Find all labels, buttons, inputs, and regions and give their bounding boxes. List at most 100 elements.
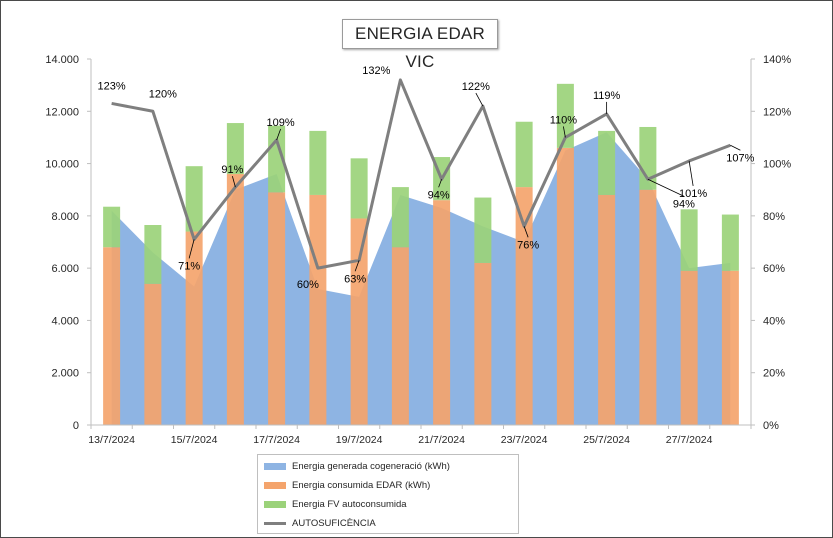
bar-pv (515, 121, 533, 188)
bar-consumed (721, 270, 739, 425)
y-right-tick-label: 40% (763, 315, 785, 327)
bar-consumed (103, 247, 121, 425)
legend-swatch-cogeneration (264, 462, 286, 470)
bar-consumed (515, 187, 533, 425)
bar-consumed (226, 174, 244, 425)
data-label: 110% (550, 114, 578, 126)
chart-title: ENERGIA EDAR VIC (342, 19, 498, 71)
bar-pv (474, 197, 492, 263)
legend-item-autosufficiency: AUTOSUFICÈNCIA (264, 515, 376, 531)
bar-consumed (680, 270, 698, 425)
bar-consumed (474, 262, 492, 425)
y-left-tick-label: 8.000 (51, 211, 79, 223)
y-right-tick-label: 20% (763, 368, 785, 380)
cogeneration-area-layer (111, 132, 731, 425)
data-label-leader (188, 239, 195, 259)
bar-consumed (433, 200, 451, 425)
bar-consumed (639, 189, 657, 425)
autosufficiency-line (111, 78, 731, 270)
bar-consumed (391, 247, 409, 425)
legend-item-consumed: Energia consumida EDAR (kWh) (264, 477, 430, 493)
autosufficiency-line-layer (111, 78, 731, 270)
data-label: 107% (726, 152, 754, 164)
legend-label-consumed: Energia consumida EDAR (kWh) (292, 479, 431, 491)
bar-consumed (144, 283, 162, 425)
bar-pv (598, 130, 616, 195)
bar-pv (680, 209, 698, 271)
data-label: 91% (221, 164, 243, 176)
data-label-leader (562, 126, 566, 138)
data-label-leader (523, 226, 529, 238)
y-right-tick-label: 80% (763, 211, 785, 223)
data-label-leader (276, 128, 282, 141)
axes-layer: 0 2.000 4.000 6.000 8.000 10.000 12.000 14.000 0… (45, 54, 791, 446)
legend-swatch-consumed (264, 481, 286, 489)
data-label: 120% (149, 88, 177, 100)
legend-item-pv: Energia FV autoconsumida (264, 496, 407, 512)
data-labels-layer: 123% 120% 71% 91% 109% 60% 63% 132% 94% 122% 76% 11… (98, 65, 755, 291)
y-right-tick-label: 0% (763, 420, 779, 432)
data-label-leader (354, 260, 360, 272)
y-left-tick-label: 14.000 (45, 54, 79, 66)
data-label: 123% (98, 80, 126, 92)
y-right-tick-label: 100% (763, 159, 791, 171)
data-label: 60% (297, 279, 319, 291)
cogeneration-area (111, 132, 731, 425)
bar-pv (268, 125, 286, 193)
legend-label-pv: Energia FV autoconsumida (292, 498, 407, 510)
bar-pv (309, 130, 327, 195)
bar-pv (144, 225, 162, 284)
data-label-leader (730, 144, 741, 151)
y-left-tick-label: 0 (73, 420, 79, 432)
data-label-leader (475, 92, 484, 107)
data-label: 132% (362, 65, 390, 77)
bar-pv (226, 123, 244, 175)
bar-pv (350, 158, 368, 219)
x-tick-label: 21/7/2024 (418, 434, 465, 446)
data-label: 94% (673, 198, 695, 210)
legend: Energia generada cogeneració (kWh) Energ… (257, 454, 519, 534)
data-label-leader (438, 179, 442, 188)
x-tick-label: 19/7/2024 (336, 434, 383, 446)
x-tick-label: 23/7/2024 (501, 434, 548, 446)
data-label: 101% (679, 188, 707, 200)
y-left-tick-label: 6.000 (51, 263, 79, 275)
data-label: 119% (593, 90, 621, 102)
bar-consumed (268, 192, 286, 425)
bar-pv (103, 206, 121, 248)
bar-consumed (556, 147, 574, 425)
data-label-leader (231, 175, 236, 188)
legend-label-cogeneration: Energia generada cogeneració (kWh) (292, 460, 450, 472)
y-left-tick-label: 4.000 (51, 315, 79, 327)
y-right-tick-label: 140% (763, 54, 791, 66)
bars-layer (103, 83, 739, 425)
bar-pv (556, 83, 574, 148)
data-label-leader (688, 160, 694, 187)
bar-consumed (598, 194, 616, 425)
x-tick-label: 17/7/2024 (253, 434, 300, 446)
data-label: 71% (178, 260, 200, 272)
y-left-tick-label: 10.000 (45, 159, 79, 171)
legend-item-cogeneration: Energia generada cogeneració (kWh) (264, 458, 450, 474)
y-right-tick-label: 60% (763, 263, 785, 275)
data-label: 109% (267, 117, 295, 129)
x-tick-label: 25/7/2024 (583, 434, 630, 446)
legend-swatch-autosufficiency (264, 521, 286, 525)
x-tick-label: 27/7/2024 (666, 434, 713, 446)
x-tick-label: 15/7/2024 (171, 434, 218, 446)
legend-label-autosufficiency: AUTOSUFICÈNCIA (292, 517, 376, 529)
bar-pv (185, 166, 203, 232)
bar-pv (721, 214, 739, 271)
bar-pv (391, 187, 409, 248)
legend-swatch-pv (264, 500, 286, 508)
y-left-tick-label: 2.000 (51, 368, 79, 380)
data-label: 63% (344, 273, 366, 285)
bar-consumed (350, 218, 368, 425)
data-label: 94% (428, 189, 450, 201)
data-label: 76% (517, 239, 539, 251)
x-tick-label: 13/7/2024 (88, 434, 135, 446)
bar-consumed (185, 231, 203, 425)
bar-consumed (309, 194, 327, 425)
